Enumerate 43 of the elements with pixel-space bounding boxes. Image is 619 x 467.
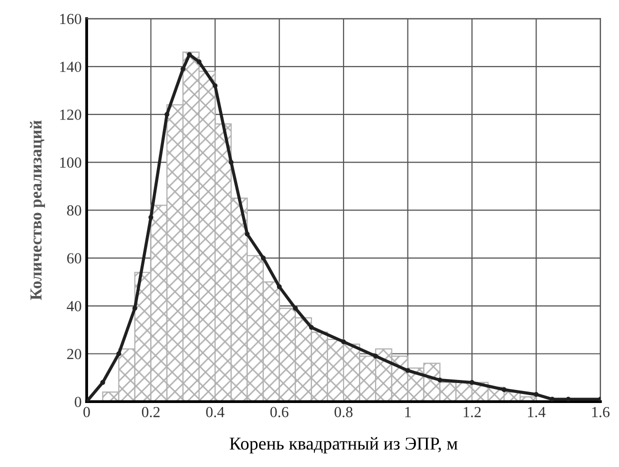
y-tick-label: 40 — [66, 301, 82, 312]
point — [196, 59, 202, 64]
point — [260, 256, 266, 260]
x-tick-label: 0.4 — [206, 406, 224, 418]
point — [405, 368, 410, 373]
point — [309, 324, 314, 330]
x-tick-label: 1.4 — [528, 406, 546, 418]
x-tick-label: 1.6 — [592, 406, 610, 418]
point — [534, 392, 539, 397]
point — [276, 284, 282, 290]
point — [228, 160, 234, 165]
y-axis-title: Количество реализаций — [30, 120, 45, 300]
point — [132, 306, 138, 311]
point — [180, 66, 186, 72]
x-tick-label: 0.2 — [142, 406, 160, 418]
y-tick-label: 0 — [74, 396, 82, 408]
x-axis-title: Корень квадратный из ЭПР, м — [230, 437, 458, 454]
point — [100, 380, 106, 385]
y-tick-label: 100 — [60, 157, 82, 168]
point — [292, 306, 298, 311]
point — [116, 351, 122, 356]
point — [341, 339, 346, 344]
point — [244, 232, 250, 237]
point — [502, 387, 507, 392]
point — [373, 354, 378, 359]
point — [566, 396, 571, 402]
point — [437, 378, 442, 383]
point — [164, 112, 170, 117]
y-tick-label: 20 — [67, 348, 82, 360]
x-tick-label: 1 — [405, 406, 411, 418]
x-tick-label: 0.6 — [270, 406, 288, 418]
y-tick-label: 140 — [60, 62, 82, 72]
x-tick-label: 1.2 — [464, 406, 481, 418]
y-tick-label: 60 — [67, 253, 82, 264]
point — [550, 396, 555, 402]
y-tick-label: 80 — [67, 205, 82, 216]
y-tick-label: 160 — [60, 14, 82, 24]
point — [470, 380, 474, 385]
point — [212, 83, 218, 88]
y-tick-label: 120 — [60, 110, 82, 120]
x-tick-label: 0.8 — [334, 406, 353, 418]
point — [148, 214, 154, 220]
x-tick-label: 0 — [83, 406, 90, 418]
